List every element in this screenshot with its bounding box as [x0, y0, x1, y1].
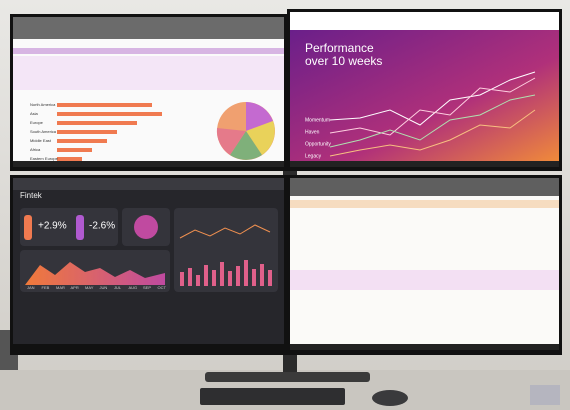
month-label: JUL: [114, 285, 122, 290]
bar: [57, 130, 117, 134]
bar: [57, 103, 152, 107]
app-name: Fintek: [20, 191, 43, 200]
pie: [216, 102, 275, 160]
data-rows: [290, 270, 559, 290]
header-row: [290, 200, 559, 208]
pie-slice: [246, 102, 273, 131]
legend-label: Legacy: [305, 153, 322, 159]
kpi-icon: [24, 215, 32, 240]
region-label: Africa: [30, 147, 41, 152]
line: [179, 224, 271, 239]
taskbar: [290, 161, 559, 167]
region-label: Asia: [30, 111, 39, 116]
ribbon: [290, 178, 559, 196]
slide-title: Performance: [305, 41, 374, 55]
region-label: Middle East: [30, 138, 52, 143]
pie-slice: [246, 121, 275, 155]
ribbon: [13, 17, 284, 39]
month-label: APR: [71, 285, 79, 290]
region-label: Europe: [30, 120, 44, 125]
month-label: MAR: [56, 285, 65, 290]
month-label: JAN: [27, 285, 35, 290]
kpi-icon: [76, 215, 84, 240]
slide-title: over 10 weeks: [305, 54, 382, 68]
header-row: [13, 48, 284, 54]
stand-base: [205, 372, 370, 382]
keyboard: [200, 388, 345, 405]
performance-lines: [329, 71, 536, 157]
month-label: OCT: [158, 285, 167, 290]
month-label: SEP: [143, 285, 151, 290]
kpi-value: -2.6%: [89, 221, 115, 232]
donut: [134, 215, 158, 239]
pie-slice: [230, 131, 262, 160]
month-label: FEB: [42, 285, 50, 290]
device: [530, 385, 560, 405]
bar: [57, 148, 92, 152]
region-label: South America: [30, 129, 57, 134]
taskbar: [290, 344, 559, 350]
month-label: JUN: [100, 285, 108, 290]
kpi-card: [20, 208, 118, 246]
data-rows: [13, 56, 284, 90]
bar-chart: [57, 103, 162, 161]
line: [329, 77, 536, 136]
line: [329, 109, 536, 157]
bar: [57, 139, 107, 143]
bar: [57, 157, 82, 161]
line: [329, 94, 536, 148]
bar: [57, 112, 162, 116]
browser-bar: [13, 178, 284, 190]
mouse: [372, 390, 408, 406]
performance-slide: [290, 30, 559, 161]
taskbar: [13, 161, 284, 167]
bar: [57, 121, 137, 125]
month-label: AUG: [129, 285, 138, 290]
kpi-value: +2.9%: [38, 221, 67, 232]
legend-label: Opportunity: [305, 141, 331, 147]
month-label: MAY: [85, 285, 94, 290]
legend-label: Haven: [305, 129, 320, 135]
mini-bars: [180, 260, 272, 286]
taskbar: [13, 344, 284, 350]
region-label: Eastern Europe: [30, 156, 59, 161]
legend-label: Momentum: [305, 117, 330, 123]
pie-slice: [216, 128, 246, 155]
area: [25, 262, 165, 285]
region-label: North America: [30, 102, 56, 107]
